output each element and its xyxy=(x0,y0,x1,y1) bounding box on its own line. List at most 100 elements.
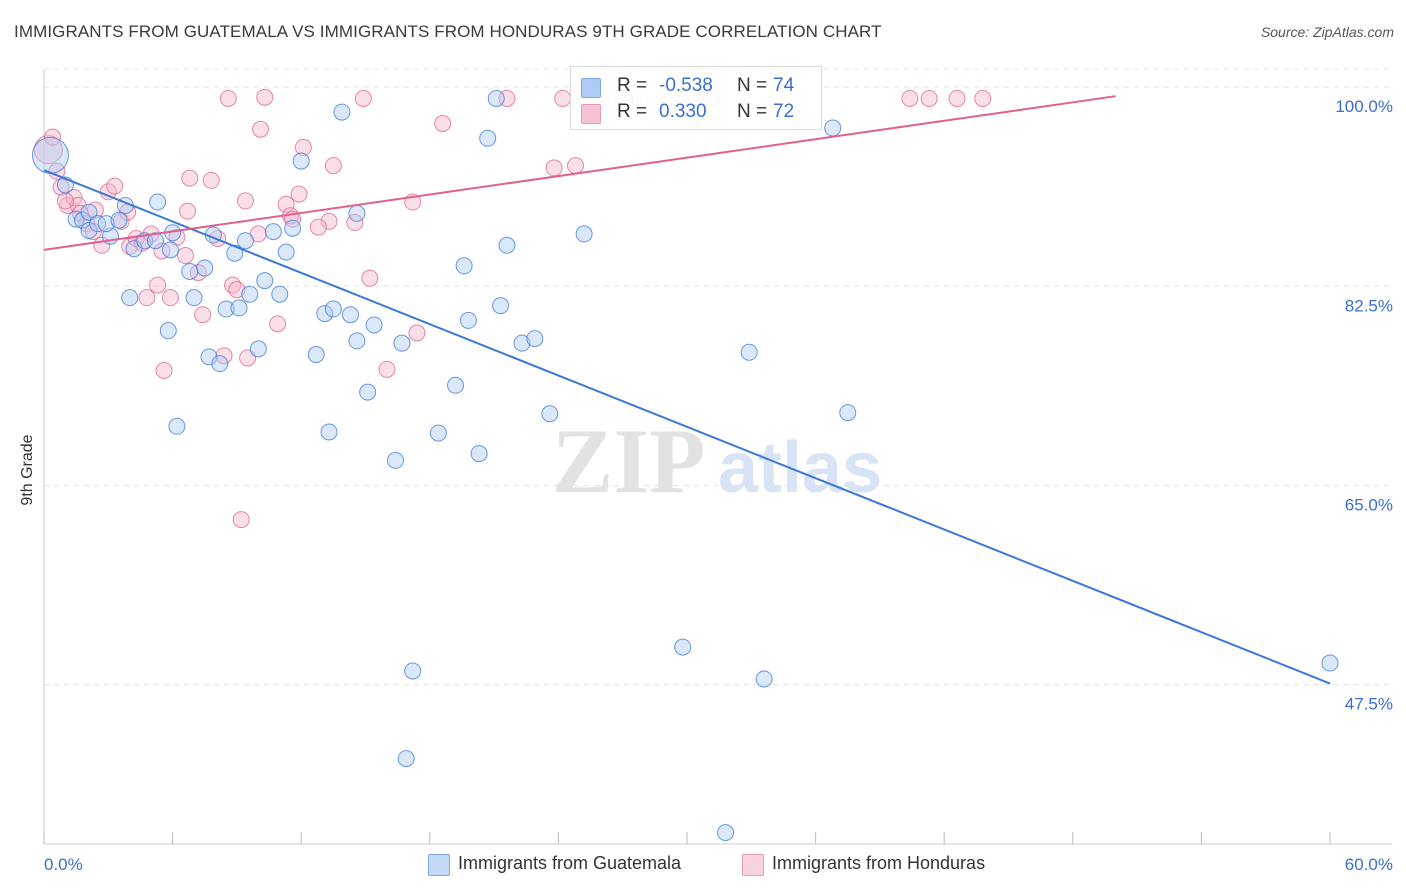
guatemala-point xyxy=(236,232,254,250)
honduras-point xyxy=(378,360,396,378)
legend-r-value: 0.330 xyxy=(659,101,707,122)
guatemala-point xyxy=(149,193,167,211)
watermark-atlas: atlas xyxy=(718,428,882,508)
honduras-point xyxy=(320,212,338,230)
guatemala-point xyxy=(185,289,203,307)
guatemala-point xyxy=(271,285,289,303)
guatemala-point xyxy=(249,340,267,358)
guatemala-point xyxy=(89,215,107,233)
guatemala-point xyxy=(168,417,186,435)
honduras-point xyxy=(294,138,312,156)
guatemala-point xyxy=(341,306,359,324)
guatemala-point xyxy=(196,259,214,277)
honduras-point xyxy=(251,120,269,138)
honduras-point xyxy=(176,247,194,265)
guatemala-point xyxy=(31,136,69,174)
honduras-point xyxy=(354,89,372,107)
guatemala-point xyxy=(1321,654,1339,672)
guatemala-point xyxy=(80,203,98,221)
guatemala-point xyxy=(217,300,235,318)
guatemala-point xyxy=(470,445,488,463)
honduras-point xyxy=(155,361,173,379)
guatemala-point xyxy=(348,332,366,350)
guatemala-point xyxy=(479,129,497,147)
honduras-point xyxy=(901,89,919,107)
honduras-point xyxy=(179,202,197,220)
honduras-point xyxy=(149,276,167,294)
guatemala-point xyxy=(387,451,405,469)
legend-r-label: R = xyxy=(617,101,648,122)
guatemala-point xyxy=(320,423,338,441)
watermark: ZIP atlas xyxy=(552,410,882,512)
honduras-point xyxy=(948,89,966,107)
guatemala-point xyxy=(513,334,531,352)
legend-n-value: 74 xyxy=(773,75,795,96)
guatemala-point xyxy=(575,225,593,243)
guatemala-point xyxy=(230,299,248,317)
honduras-point xyxy=(290,185,308,203)
gridlines xyxy=(44,68,1392,686)
y-tick-label: 47.5% xyxy=(1345,695,1393,714)
y-tick-label: 100.0% xyxy=(1335,97,1393,116)
guatemala-point xyxy=(200,348,218,366)
guatemala-point xyxy=(121,289,139,307)
guatemala-point xyxy=(359,383,377,401)
guatemala-point xyxy=(755,670,773,688)
honduras-point xyxy=(236,192,254,210)
guatemala-point xyxy=(492,297,510,315)
guatemala-point xyxy=(740,343,758,361)
honduras-point xyxy=(86,201,104,219)
guatemala-point xyxy=(256,272,274,290)
guatemala-point xyxy=(674,638,692,656)
guatemala-point xyxy=(397,750,415,768)
guatemala-point xyxy=(277,243,295,261)
correlation-legend: R = -0.538 N = 74 R = 0.330 N = 72 xyxy=(570,66,822,130)
y-tick-label: 82.5% xyxy=(1345,296,1393,315)
legend-swatch-honduras xyxy=(581,104,601,124)
guatemala-point xyxy=(365,316,383,334)
guatemala-point xyxy=(717,824,735,842)
guatemala-point xyxy=(292,152,310,170)
honduras-point xyxy=(361,269,379,287)
honduras-point xyxy=(256,88,274,106)
guatemala-point xyxy=(264,223,282,241)
guatemala-point xyxy=(429,424,447,442)
guatemala-point xyxy=(97,215,115,233)
trend-lines xyxy=(43,95,1331,685)
guatemala-point xyxy=(80,221,98,239)
legend-label-guatemala: Immigrants from Guatemala xyxy=(458,853,682,873)
honduras-point xyxy=(545,159,563,177)
guatemala-point xyxy=(447,376,465,394)
honduras-point xyxy=(138,289,156,307)
x-tick-label: 60.0% xyxy=(1345,855,1393,874)
honduras-point xyxy=(194,306,212,324)
honduras-point xyxy=(106,177,124,195)
honduras-trend-line xyxy=(43,95,1116,251)
honduras-point xyxy=(215,347,233,365)
guatemala-point xyxy=(541,405,559,423)
honduras-point xyxy=(56,192,74,210)
chart-title: IMMIGRANTS FROM GUATEMALA VS IMMIGRANTS … xyxy=(14,22,882,41)
x-tick-label: 0.0% xyxy=(44,855,83,874)
honduras-point xyxy=(228,281,246,299)
series-honduras-points xyxy=(33,88,992,529)
honduras-point xyxy=(181,169,199,187)
honduras-point xyxy=(408,324,426,342)
guatemala-point xyxy=(824,119,842,137)
guatemala-point xyxy=(307,346,325,364)
guatemala-point xyxy=(393,334,411,352)
guatemala-point xyxy=(459,311,477,329)
guatemala-point xyxy=(839,404,857,422)
watermark-zip: ZIP xyxy=(552,410,705,512)
honduras-point xyxy=(974,89,992,107)
legend-n-label: N = xyxy=(737,101,768,122)
guatemala-point xyxy=(324,300,342,318)
legend-r-value: -0.538 xyxy=(659,75,713,96)
guatemala-point xyxy=(404,662,422,680)
honduras-point xyxy=(269,315,287,333)
guatemala-point xyxy=(211,355,229,373)
tick-labels: 100.0% 82.5% 65.0% 47.5% 0.0% 60.0% xyxy=(44,97,1393,874)
legend-n-value: 72 xyxy=(773,101,795,122)
y-tick-label: 65.0% xyxy=(1345,495,1393,514)
